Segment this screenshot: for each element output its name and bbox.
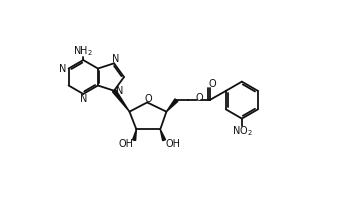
- Text: OH: OH: [119, 139, 134, 149]
- Polygon shape: [166, 99, 178, 112]
- Polygon shape: [113, 90, 129, 112]
- Text: O: O: [196, 93, 203, 103]
- Text: O: O: [208, 79, 216, 89]
- Text: NH$_2$: NH$_2$: [73, 45, 93, 59]
- Text: N: N: [80, 94, 87, 104]
- Text: N: N: [116, 86, 123, 96]
- Text: OH: OH: [166, 139, 181, 149]
- Text: NO$_2$: NO$_2$: [232, 124, 252, 138]
- Text: N: N: [112, 54, 119, 64]
- Text: N: N: [59, 63, 66, 74]
- Text: O: O: [145, 94, 153, 103]
- Polygon shape: [133, 129, 136, 140]
- Polygon shape: [160, 129, 165, 141]
